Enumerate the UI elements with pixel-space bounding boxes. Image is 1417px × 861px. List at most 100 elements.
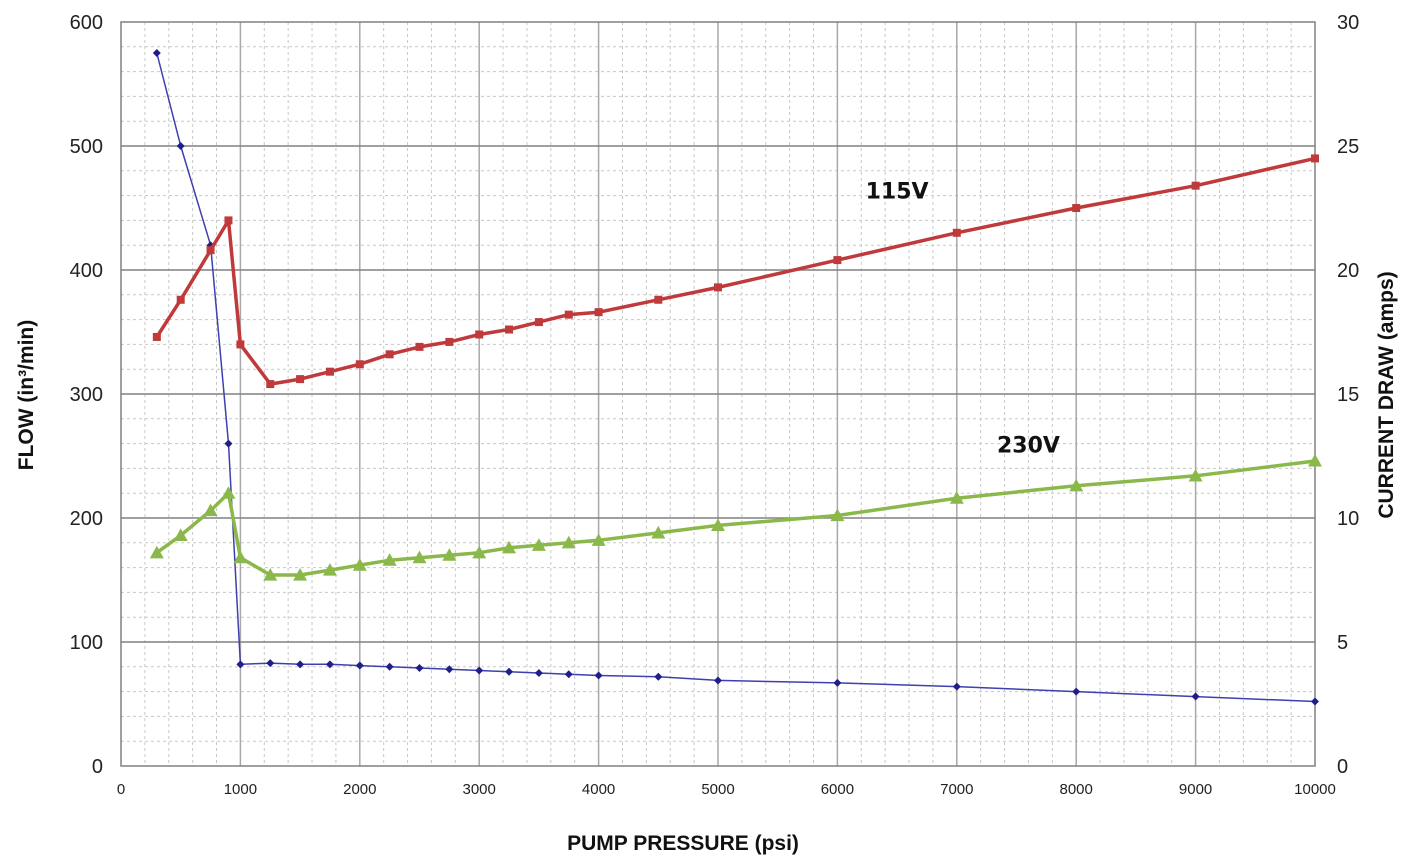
data-point-marker: [1072, 204, 1081, 212]
data-point-marker: [1311, 697, 1319, 706]
right-y-axis-ticks: 0 5 10 15 20 25 30: [1337, 12, 1359, 778]
data-point-marker: [1188, 468, 1203, 482]
data-point-marker: [1191, 181, 1200, 190]
data-point-marker: [1191, 692, 1200, 701]
series-230v: [149, 453, 1322, 581]
series-labels: 115V 230V: [866, 179, 1060, 458]
data-point-marker: [472, 545, 487, 559]
x-tick-label: 7000: [940, 781, 973, 798]
data-point-marker: [833, 256, 842, 265]
left-y-axis-ticks: 0 100 200 300 400 500 600: [70, 12, 103, 778]
major-gridlines: [121, 22, 1315, 766]
data-point-marker: [224, 216, 233, 225]
data-point-marker: [534, 318, 543, 327]
x-tick-label: 2000: [343, 781, 376, 798]
series-label-230v: 230V: [997, 434, 1060, 459]
right-y-tick-label: 30: [1337, 12, 1359, 34]
data-point-marker: [415, 342, 424, 351]
data-point-marker: [475, 330, 484, 339]
series-flow: [152, 49, 1319, 706]
x-tick-label: 9000: [1179, 781, 1212, 798]
data-point-marker: [385, 662, 394, 671]
data-point-marker: [1311, 154, 1319, 163]
x-tick-label: 10000: [1294, 781, 1336, 798]
right-y-axis-title: CURRENT DRAW (amps): [1375, 271, 1398, 518]
data-point-marker: [952, 228, 961, 237]
data-point-marker: [475, 666, 484, 675]
data-point-marker: [505, 667, 514, 676]
data-point-marker: [531, 538, 546, 551]
right-y-tick-label: 5: [1337, 632, 1348, 654]
data-point-marker: [173, 528, 188, 541]
data-point-marker: [594, 308, 603, 317]
data-point-marker: [355, 661, 364, 670]
series-line: [156, 52, 1316, 703]
data-point-marker: [152, 332, 161, 341]
data-point-marker: [203, 503, 218, 517]
data-point-marker: [654, 295, 663, 304]
data-point-marker: [263, 568, 278, 581]
data-point-marker: [176, 142, 185, 150]
data-point-marker: [412, 550, 427, 564]
left-y-tick-label: 600: [70, 12, 103, 34]
x-tick-label: 1000: [224, 781, 257, 798]
data-point-marker: [236, 660, 245, 669]
data-point-marker: [502, 540, 517, 554]
x-tick-label: 0: [117, 781, 125, 798]
data-point-marker: [415, 664, 424, 673]
data-point-marker: [445, 665, 454, 674]
left-y-tick-label: 100: [70, 632, 103, 654]
data-point-marker: [236, 340, 245, 349]
data-point-marker: [714, 676, 722, 685]
x-tick-label: 5000: [701, 781, 734, 798]
series-115v: [152, 154, 1319, 389]
data-point-marker: [224, 439, 233, 448]
data-point-marker: [591, 533, 606, 546]
series-layer: [149, 49, 1322, 706]
data-point-marker: [1308, 453, 1322, 467]
x-axis-ticks: 0 1000 2000 3000 4000 5000 6000 7000 8000 9000 100…: [117, 781, 1336, 798]
data-point-marker: [325, 660, 334, 669]
data-point-marker: [442, 548, 457, 561]
data-point-marker: [505, 325, 514, 334]
data-point-marker: [322, 563, 337, 576]
left-y-tick-label: 0: [92, 756, 103, 778]
left-y-tick-label: 500: [70, 136, 103, 158]
series-line: [155, 156, 1316, 386]
data-point-marker: [445, 337, 454, 346]
data-point-marker: [654, 672, 663, 681]
data-point-marker: [651, 525, 666, 539]
data-point-marker: [564, 310, 573, 319]
right-y-tick-label: 0: [1337, 756, 1348, 778]
left-y-tick-label: 400: [70, 260, 103, 282]
right-y-tick-label: 25: [1337, 136, 1359, 158]
data-point-marker: [385, 350, 394, 359]
right-y-tick-label: 15: [1337, 384, 1359, 406]
x-tick-label: 4000: [582, 781, 615, 798]
data-point-marker: [355, 360, 364, 369]
data-point-marker: [534, 669, 543, 677]
data-point-marker: [594, 671, 603, 680]
left-y-tick-label: 200: [70, 508, 103, 530]
data-point-marker: [1069, 478, 1084, 492]
series-label-115v: 115V: [866, 179, 929, 204]
left-y-axis-title: FLOW (in³/min): [15, 320, 38, 470]
data-point-marker: [149, 545, 164, 559]
data-point-marker: [833, 678, 842, 687]
data-point-marker: [382, 553, 397, 566]
data-point-marker: [221, 486, 236, 499]
data-point-marker: [952, 682, 961, 691]
x-tick-label: 8000: [1060, 781, 1093, 798]
data-point-marker: [266, 380, 275, 389]
data-point-marker: [561, 535, 576, 549]
data-point-marker: [176, 295, 185, 304]
data-point-marker: [206, 246, 215, 255]
data-point-marker: [564, 670, 573, 679]
data-point-marker: [233, 550, 248, 564]
right-y-tick-label: 10: [1337, 508, 1359, 530]
x-tick-label: 6000: [821, 781, 854, 798]
plot-area-border: [120, 21, 1316, 767]
data-point-marker: [296, 660, 305, 669]
x-axis-title: PUMP PRESSURE (psi): [567, 832, 799, 855]
